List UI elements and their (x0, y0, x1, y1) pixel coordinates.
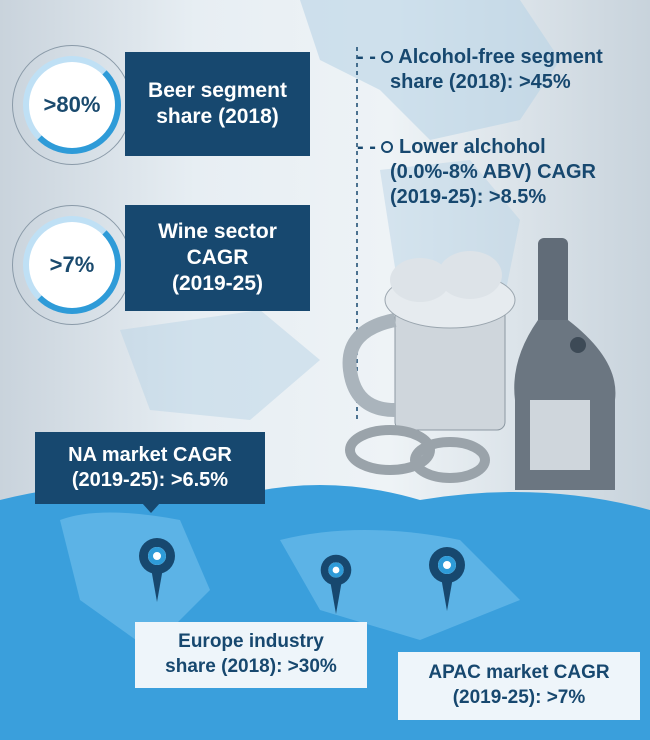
wine-cagr-ring: >7% (12, 205, 132, 325)
label-line: share (2018): >30% (165, 656, 337, 677)
alcohol-free-note: - - Alcohol-free segment share (2018): >… (357, 46, 603, 93)
stat-value: >7% (23, 216, 121, 314)
pretzel-icon (345, 425, 490, 483)
wine-bottle-icon (514, 238, 616, 490)
bullet-circle-icon (381, 51, 394, 63)
note-line: (2019-25): >8.5% (390, 186, 547, 208)
pin-tail (330, 580, 342, 614)
note-line: Lower alchohol (399, 136, 546, 158)
label-line: share (2018) (156, 105, 279, 128)
label-line: APAC market CAGR (428, 662, 610, 684)
na-callout: NA market CAGR (2019-25): >6.5% (35, 432, 265, 504)
wine-cagr-label: Wine sector CAGR (2019-25) (125, 205, 310, 311)
label-line: (2019-25): >6.5% (71, 469, 229, 491)
beer-share-label: Beer segment share (2018) (125, 52, 310, 156)
apac-callout: APAC market CAGR (2019-25): >7% (398, 652, 640, 720)
label-line: (2019-25) (171, 272, 264, 296)
bullet-circle-icon (381, 141, 394, 153)
stat-value: >80% (23, 56, 121, 154)
note-line: share (2018): >45% (390, 71, 571, 93)
pin-tail (151, 568, 163, 602)
beer-share-ring: >80% (12, 45, 132, 165)
lower-alcohol-note: - - Lower alchohol (0.0%-8% ABV) CAGR (2… (357, 136, 596, 208)
label-line: (2019-25): >7% (452, 687, 586, 708)
callout-pointer (142, 503, 160, 513)
label-line: NA market CAGR (68, 444, 232, 466)
note-line: (0.0%-8% ABV) CAGR (390, 161, 596, 183)
beer-mug-icon (342, 251, 516, 431)
label-line: Beer segment (148, 78, 287, 102)
label-line: CAGR (186, 245, 249, 269)
europe-callout: Europe industry share (2018): >30% (135, 622, 367, 688)
label-line: Europe industry (178, 631, 324, 653)
note-line: Alcohol-free segment (398, 46, 603, 68)
pin-tail (441, 577, 453, 611)
label-line: Wine sector (158, 219, 277, 243)
